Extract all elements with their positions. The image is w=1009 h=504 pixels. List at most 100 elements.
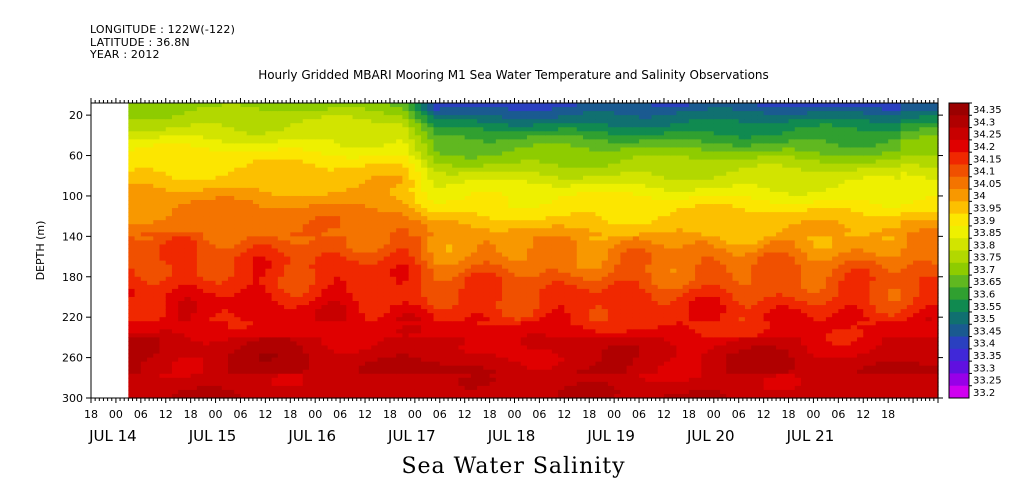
contour-cell (234, 337, 242, 343)
contour-cell (153, 212, 161, 217)
contour-cell (178, 171, 186, 177)
contour-cell (171, 329, 179, 334)
contour-cell (128, 131, 136, 136)
contour-cell (290, 208, 298, 213)
contour-cell (308, 288, 316, 294)
contour-cell (240, 381, 248, 387)
contour-cell (221, 260, 229, 266)
contour-cell (514, 264, 522, 270)
contour-cell (508, 329, 516, 334)
contour-cell (483, 244, 491, 250)
contour-cell (290, 260, 298, 266)
contour-cell (302, 171, 310, 177)
contour-cell (259, 191, 266, 197)
contour-cell (184, 373, 192, 379)
contour-cell (377, 252, 385, 258)
contour-cell (495, 107, 503, 112)
contour-cell (508, 252, 516, 258)
contour-cell (246, 288, 254, 294)
contour-cell (533, 212, 541, 217)
contour-cell (414, 143, 422, 149)
contour-cell (526, 301, 534, 306)
contour-cell (520, 389, 528, 395)
contour-cell (265, 151, 273, 157)
contour-cell (458, 163, 466, 169)
contour-cell (134, 179, 142, 185)
contour-cell (246, 369, 254, 375)
contour-cell (520, 377, 528, 383)
contour-cell (508, 131, 516, 136)
contour-cell (520, 252, 528, 258)
contour-cell (502, 381, 509, 387)
contour-cell (259, 357, 266, 363)
contour-cell (508, 199, 516, 205)
contour-cell (533, 163, 541, 169)
contour-cell (277, 103, 285, 108)
contour-cell (346, 321, 354, 326)
contour-cell (259, 187, 266, 193)
contour-cell (464, 107, 472, 112)
contour-cell (171, 139, 179, 145)
contour-cell (365, 163, 372, 169)
contour-cell (427, 187, 435, 193)
contour-cell (228, 179, 235, 185)
contour-cell (203, 187, 210, 193)
contour-cell (545, 236, 553, 241)
contour-cell (458, 288, 466, 294)
contour-cell (520, 103, 528, 108)
contour-cell (408, 309, 416, 314)
contour-cell (184, 292, 192, 298)
contour-cell (284, 365, 291, 371)
contour-cell (296, 272, 304, 278)
contour-cell (296, 393, 304, 399)
contour-cell (489, 341, 497, 347)
contour-cell (514, 305, 522, 310)
contour-cell (184, 103, 192, 108)
contour-cell (502, 373, 509, 379)
contour-cell (134, 357, 142, 363)
contour-cell (153, 236, 161, 241)
contour-cell (414, 139, 422, 145)
contour-cell (203, 143, 210, 149)
contour-cell (489, 252, 497, 258)
contour-cell (545, 204, 553, 209)
contour-cell (277, 191, 285, 197)
contour-cell (234, 204, 242, 209)
contour-cell (209, 171, 217, 177)
contour-cell (433, 232, 441, 237)
contour-cell (520, 155, 528, 161)
contour-cell (315, 292, 323, 298)
contour-cell (539, 252, 547, 258)
contour-cell (147, 369, 154, 375)
contour-cell (346, 127, 354, 132)
contour-cell (371, 337, 379, 343)
contour-cell (327, 216, 335, 221)
contour-cell (526, 305, 534, 310)
contour-cell (259, 183, 266, 189)
contour-cell (321, 171, 329, 177)
contour-cell (184, 296, 192, 302)
contour-cell (190, 296, 198, 302)
contour-cell (153, 272, 161, 278)
contour-cell (502, 325, 509, 330)
contour-cell (452, 276, 460, 282)
contour-cell (302, 212, 310, 217)
contour-cell (246, 204, 254, 209)
contour-cell (252, 369, 260, 375)
contour-cell (439, 313, 447, 318)
contour-cell (464, 353, 472, 359)
contour-cell (277, 220, 285, 225)
contour-cell (171, 240, 179, 246)
contour-cell (408, 216, 416, 221)
contour-cell (520, 228, 528, 233)
contour-cell (315, 337, 323, 343)
contour-cell (433, 381, 441, 387)
contour-cell (539, 313, 547, 318)
contour-cell (545, 389, 553, 395)
contour-cell (371, 183, 379, 189)
contour-cell (134, 345, 142, 351)
contour-cell (526, 345, 534, 351)
contour-cell (508, 179, 516, 185)
contour-cell (321, 268, 329, 274)
contour-cell (520, 208, 528, 213)
